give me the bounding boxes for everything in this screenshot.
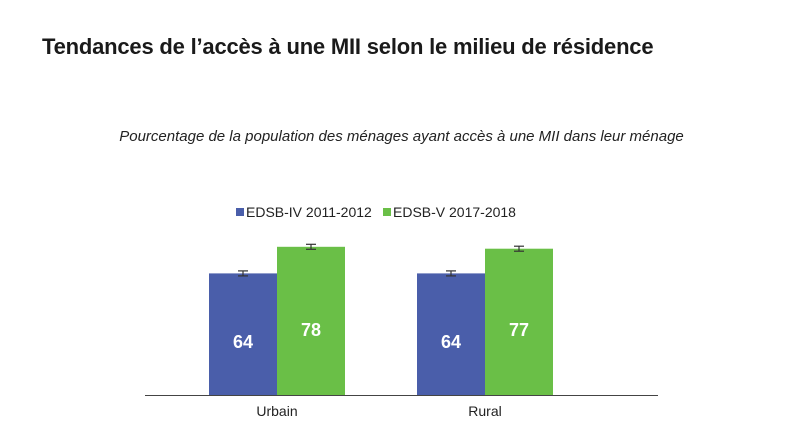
- legend-swatch-series-2: [383, 208, 391, 216]
- x-tick-label-rural: Rural: [468, 403, 501, 419]
- value-label-urbain-series-2: 78: [301, 320, 321, 340]
- bar-rural-series-1: [417, 273, 485, 395]
- bar-rural-series-2: [485, 248, 553, 395]
- error-bar-rural-series-2: [514, 245, 524, 252]
- legend-label-series-2: EDSB-V 2017-2018: [393, 204, 516, 220]
- page-title: Tendances de l’accès à une MII selon le …: [42, 34, 654, 59]
- chart-bars: 64 78 64 77: [209, 243, 553, 395]
- legend-swatch-series-1: [236, 208, 244, 216]
- chart-subtitle: Pourcentage de la population des ménages…: [119, 128, 684, 145]
- value-label-urbain-series-1: 64: [233, 332, 253, 352]
- value-label-rural-series-2: 77: [509, 320, 529, 340]
- x-tick-label-urbain: Urbain: [256, 403, 297, 419]
- error-bar-urbain-series-2: [306, 243, 316, 250]
- legend-label-series-1: EDSB-IV 2011-2012: [246, 204, 372, 220]
- value-label-rural-series-1: 64: [441, 332, 461, 352]
- bar-urbain-series-2: [277, 246, 345, 395]
- x-axis-labels: Urbain Rural: [256, 403, 501, 419]
- error-bar-rural-series-1: [446, 270, 456, 277]
- bar-urbain-series-1: [209, 273, 277, 395]
- error-bar-urbain-series-1: [238, 270, 248, 277]
- chart-legend: EDSB-IV 2011-2012 EDSB-V 2017-2018: [236, 204, 516, 220]
